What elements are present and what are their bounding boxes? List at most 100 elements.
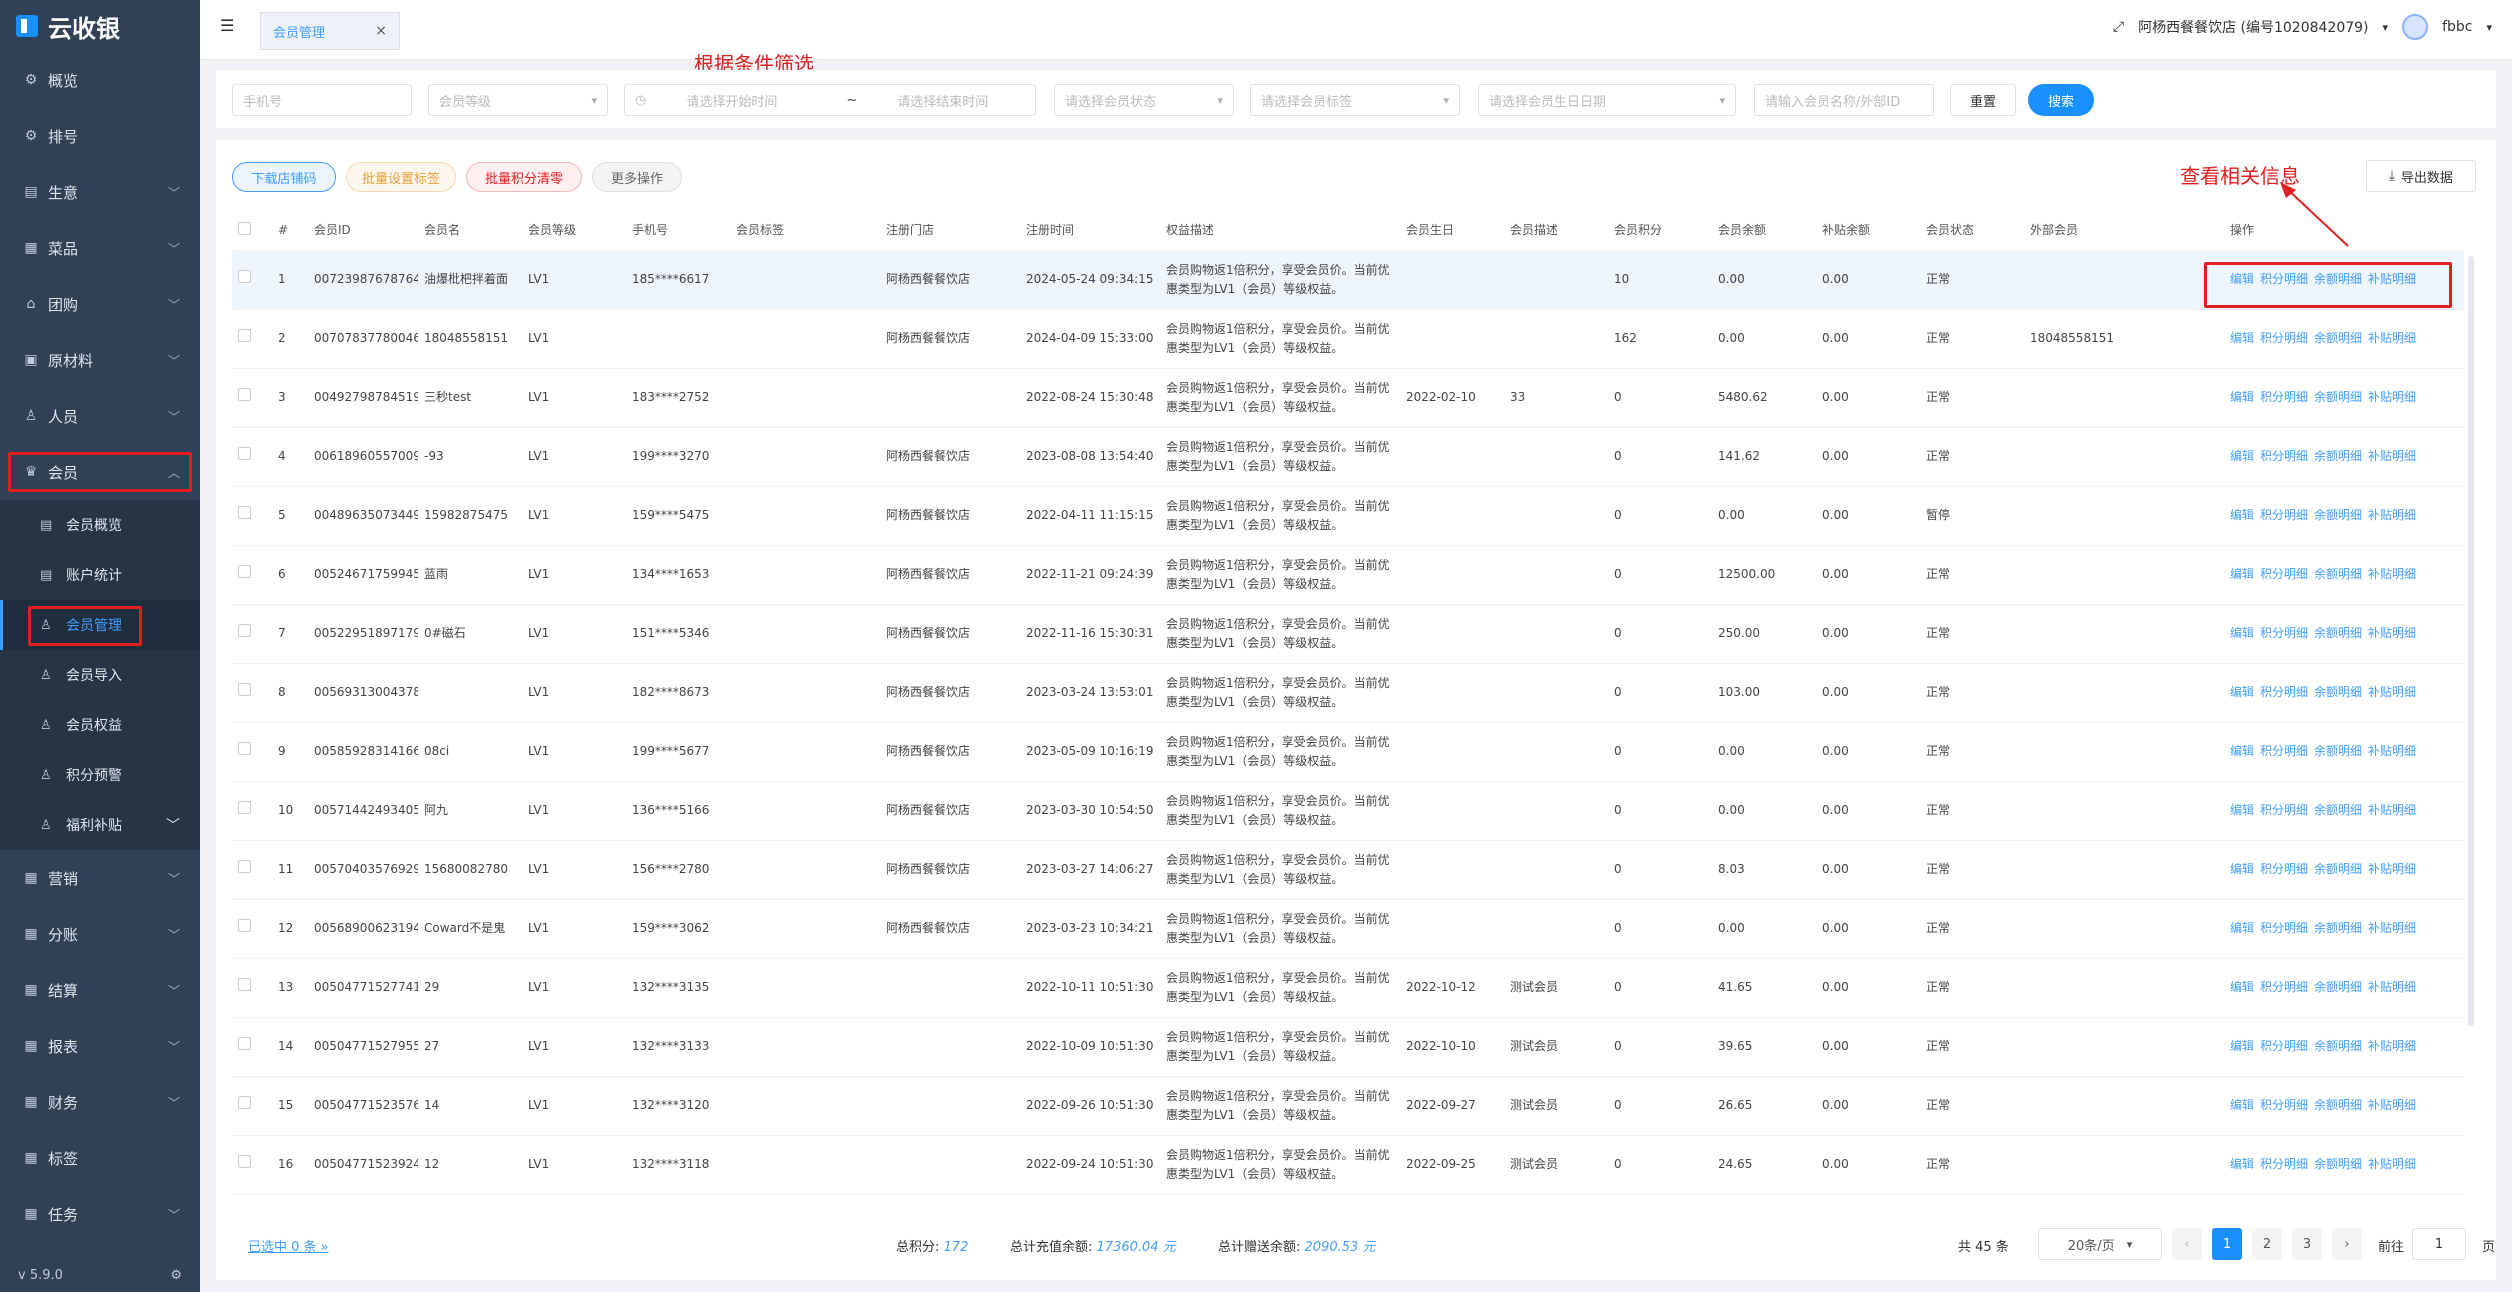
op-link-0[interactable]: 编辑 xyxy=(2230,331,2255,345)
tag-select[interactable]: 请选择会员标签 ▾ xyxy=(1250,84,1460,116)
op-link-1[interactable]: 积分明细 xyxy=(2260,272,2309,286)
op-link-2[interactable]: 余额明细 xyxy=(2314,1098,2363,1112)
op-link-2[interactable]: 余额明细 xyxy=(2314,1039,2363,1053)
date-range-picker[interactable]: ◷ 请选择开始时间 ~ 请选择结束时间 xyxy=(624,84,1036,116)
batch-clear-points-button[interactable]: 批量积分清零 xyxy=(466,162,582,192)
op-link-3[interactable]: 补贴明细 xyxy=(2368,567,2417,581)
row-checkbox[interactable] xyxy=(238,270,251,283)
row-checkbox[interactable] xyxy=(238,565,251,578)
sidebar-item-5[interactable]: ▣ 原材料 ﹀ xyxy=(0,332,200,388)
sidebar-item-3[interactable]: ▦ 菜品 ﹀ xyxy=(0,220,200,276)
op-link-2[interactable]: 余额明细 xyxy=(2314,862,2363,876)
table-row[interactable]: 140050477152795531616027LV1132****3133 20… xyxy=(232,1017,2464,1077)
app-logo[interactable]: 云收银 xyxy=(0,0,200,52)
table-row[interactable]: 1000571442493405657424阿九LV1136****5166 阿杨… xyxy=(232,781,2464,841)
op-link-1[interactable]: 积分明细 xyxy=(2260,980,2309,994)
op-link-3[interactable]: 补贴明细 xyxy=(2368,685,2417,699)
op-link-2[interactable]: 余额明细 xyxy=(2314,744,2363,758)
row-checkbox[interactable] xyxy=(238,801,251,814)
op-link-0[interactable]: 编辑 xyxy=(2230,862,2255,876)
sidebar-subitem-4[interactable]: ♙ 会员权益 xyxy=(0,700,200,750)
row-checkbox[interactable] xyxy=(238,1155,251,1168)
page-size-select[interactable]: 20条/页 ▾ xyxy=(2038,1228,2162,1260)
select-all-checkbox[interactable] xyxy=(238,221,251,235)
op-link-0[interactable]: 编辑 xyxy=(2230,685,2255,699)
op-link-3[interactable]: 补贴明细 xyxy=(2368,508,2417,522)
next-page-button[interactable]: › xyxy=(2332,1228,2362,1260)
op-link-1[interactable]: 积分明细 xyxy=(2260,1157,2309,1171)
op-link-0[interactable]: 编辑 xyxy=(2230,921,2255,935)
sidebar-item-9[interactable]: ▦ 分账 ﹀ xyxy=(0,906,200,962)
op-link-3[interactable]: 补贴明细 xyxy=(2368,803,2417,817)
row-checkbox[interactable] xyxy=(238,860,251,873)
op-link-3[interactable]: 补贴明细 xyxy=(2368,1039,2417,1053)
prev-page-button[interactable]: ‹ xyxy=(2172,1228,2202,1260)
op-link-1[interactable]: 积分明细 xyxy=(2260,685,2309,699)
op-link-1[interactable]: 积分明细 xyxy=(2260,449,2309,463)
sidebar-item-10[interactable]: ▦ 结算 ﹀ xyxy=(0,962,200,1018)
table-row[interactable]: 600524671759945936576蓝雨LV1134****1653 阿杨西… xyxy=(232,545,2464,605)
op-link-2[interactable]: 余额明细 xyxy=(2314,626,2363,640)
row-checkbox[interactable] xyxy=(238,447,251,460)
sidebar-subitem-3[interactable]: ♙ 会员导入 xyxy=(0,650,200,700)
op-link-3[interactable]: 补贴明细 xyxy=(2368,921,2417,935)
op-link-0[interactable]: 编辑 xyxy=(2230,626,2255,640)
op-link-3[interactable]: 补贴明细 xyxy=(2368,272,2417,286)
sidebar-item-1[interactable]: ⚙ 排号 xyxy=(0,108,200,164)
sidebar-item-2[interactable]: ▤ 生意 ﹀ xyxy=(0,164,200,220)
fullscreen-icon[interactable]: ⤢ xyxy=(2112,19,2125,35)
row-checkbox[interactable] xyxy=(238,329,251,342)
tab-member-manage[interactable]: 会员管理 × xyxy=(260,12,400,50)
chevron-down-icon[interactable]: ▾ xyxy=(2486,20,2492,34)
sidebar-item-14[interactable]: ▦ 任务 ﹀ xyxy=(0,1186,200,1242)
page-button-2[interactable]: 2 xyxy=(2252,1228,2282,1260)
op-link-2[interactable]: 余额明细 xyxy=(2314,331,2363,345)
row-checkbox[interactable] xyxy=(238,1096,251,1109)
birthday-select[interactable]: 请选择会员生日日期 ▾ xyxy=(1478,84,1736,116)
table-row[interactable]: 160050477152392459001612LV1132****3118 20… xyxy=(232,1135,2464,1195)
op-link-0[interactable]: 编辑 xyxy=(2230,980,2255,994)
download-store-code-button[interactable]: 下载店铺码 xyxy=(232,162,336,192)
op-link-1[interactable]: 积分明细 xyxy=(2260,1039,2309,1053)
settings-icon[interactable]: ⚙ xyxy=(170,1267,182,1283)
page-button-3[interactable]: 3 xyxy=(2292,1228,2322,1260)
op-link-3[interactable]: 补贴明细 xyxy=(2368,744,2417,758)
op-link-3[interactable]: 补贴明细 xyxy=(2368,1157,2417,1171)
collapse-menu-icon[interactable]: ☰ xyxy=(220,16,235,35)
row-checkbox[interactable] xyxy=(238,742,251,755)
phone-input[interactable]: 手机号 xyxy=(232,84,412,116)
close-icon[interactable]: × xyxy=(375,23,387,39)
op-link-1[interactable]: 积分明细 xyxy=(2260,862,2309,876)
sidebar-item-0[interactable]: ⚙ 概览 xyxy=(0,52,200,108)
op-link-2[interactable]: 余额明细 xyxy=(2314,980,2363,994)
sidebar-item-6[interactable]: ♙ 人员 ﹀ xyxy=(0,388,200,444)
op-link-1[interactable]: 积分明细 xyxy=(2260,331,2309,345)
op-link-0[interactable]: 编辑 xyxy=(2230,803,2255,817)
table-row[interactable]: 1200568900623194514704Coward不是鬼LV1159***… xyxy=(232,899,2464,959)
sidebar-subitem-1[interactable]: ▤ 账户统计 xyxy=(0,550,200,600)
selected-count[interactable]: 已选中 0 条 » xyxy=(248,1240,329,1255)
level-select[interactable]: 会员等级 ▾ xyxy=(428,84,608,116)
name-input[interactable]: 请输入会员名称/外部ID xyxy=(1754,84,1934,116)
op-link-3[interactable]: 补贴明细 xyxy=(2368,626,2417,640)
start-date-input[interactable]: 请选择开始时间 xyxy=(686,94,778,110)
sidebar-subitem-5[interactable]: ♙ 积分预警 xyxy=(0,750,200,800)
row-checkbox[interactable] xyxy=(238,624,251,637)
op-link-0[interactable]: 编辑 xyxy=(2230,272,2255,286)
op-link-3[interactable]: 补贴明细 xyxy=(2368,980,2417,994)
table-row[interactable]: 20070783778004623912018048558151LV1阿杨西餐餐… xyxy=(232,309,2464,369)
op-link-0[interactable]: 编辑 xyxy=(2230,508,2255,522)
op-link-3[interactable]: 补贴明细 xyxy=(2368,331,2417,345)
table-row[interactable]: 100723987678764319184油爆枇杷拌着面LV1185****66… xyxy=(232,250,2464,310)
op-link-3[interactable]: 补贴明细 xyxy=(2368,449,2417,463)
op-link-0[interactable]: 编辑 xyxy=(2230,567,2255,581)
goto-page-input[interactable]: 1 xyxy=(2412,1228,2466,1260)
op-link-1[interactable]: 积分明细 xyxy=(2260,921,2309,935)
table-row[interactable]: 300492798784519113840三秒testLV1183****275… xyxy=(232,368,2464,428)
op-link-1[interactable]: 积分明细 xyxy=(2260,744,2309,758)
op-link-0[interactable]: 编辑 xyxy=(2230,1157,2255,1171)
search-button[interactable]: 搜索 xyxy=(2028,84,2094,116)
op-link-2[interactable]: 余额明细 xyxy=(2314,685,2363,699)
avatar[interactable] xyxy=(2402,14,2429,40)
